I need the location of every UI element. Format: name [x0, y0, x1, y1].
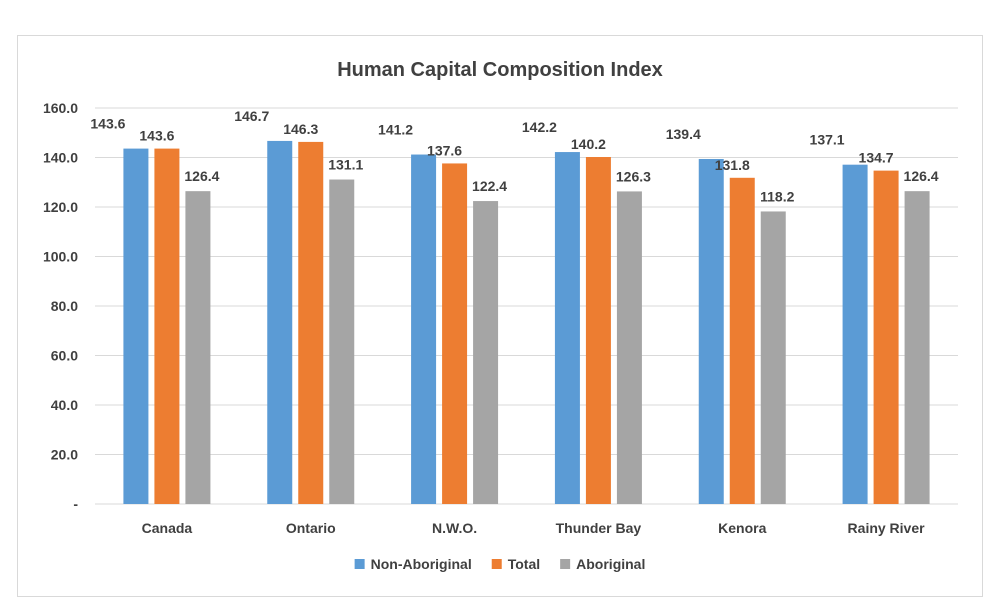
data-labels: 143.6 143.6 126.4 146.7 146.3 131.1 141.2 137.6… — [90, 108, 938, 205]
data-label: 122.4 — [472, 178, 507, 194]
data-label: 126.4 — [184, 168, 219, 184]
data-label: 137.1 — [810, 132, 845, 148]
data-label: 140.2 — [571, 136, 606, 152]
bar — [154, 148, 180, 504]
bar — [842, 164, 868, 505]
y-tick-label: 120.0 — [43, 199, 78, 215]
bar — [616, 191, 642, 504]
y-tick-label: 160.0 — [43, 100, 78, 116]
category-labels: Canada Ontario N.W.O. Thunder Bay Kenora Rain… — [142, 520, 926, 536]
y-tick-label: 100.0 — [43, 249, 78, 265]
bar — [411, 154, 437, 504]
data-label: 141.2 — [378, 122, 413, 138]
bar — [185, 191, 211, 504]
category-label: Canada — [142, 520, 193, 536]
y-tick-label: 80.0 — [51, 298, 78, 314]
category-label: Rainy River — [848, 520, 926, 536]
bar — [873, 170, 899, 504]
y-tick-label: 20.0 — [51, 447, 78, 463]
y-axis-ticks: - 20.0 40.0 60.0 80.0 100.0 120.0 140.0 160.0 — [43, 100, 78, 512]
bar — [442, 163, 468, 504]
bar — [123, 148, 149, 504]
category-label: Thunder Bay — [556, 520, 642, 536]
category-label: Ontario — [286, 520, 336, 536]
data-label: 126.3 — [616, 168, 651, 184]
bar — [267, 140, 293, 505]
category-label: Kenora — [718, 520, 766, 536]
bar — [554, 152, 580, 504]
y-tick-label: 140.0 — [43, 150, 78, 166]
category-label: N.W.O. — [432, 520, 477, 536]
data-label: 137.6 — [427, 142, 462, 158]
data-label: 131.1 — [328, 157, 363, 173]
legend-swatch — [491, 559, 502, 569]
data-label: 143.6 — [90, 116, 125, 132]
bar — [698, 158, 724, 505]
bar — [760, 211, 786, 504]
bar — [298, 141, 324, 504]
bar — [904, 191, 930, 504]
data-label: 143.6 — [139, 128, 174, 144]
data-label: 142.2 — [522, 119, 557, 135]
bars — [123, 140, 930, 505]
data-label: 139.4 — [666, 126, 701, 142]
data-label: 134.7 — [859, 150, 894, 166]
legend-label: Non-Aboriginal — [371, 556, 472, 572]
legend-swatch — [560, 559, 571, 569]
legend-label: Total — [508, 556, 540, 572]
bar — [473, 201, 499, 504]
y-tick-label: 60.0 — [51, 348, 78, 364]
legend: Non-Aboriginal Total Aboriginal — [354, 556, 645, 572]
legend-label: Aboriginal — [576, 556, 645, 572]
bar — [329, 179, 355, 504]
data-label: 146.7 — [234, 108, 269, 124]
data-label: 146.3 — [283, 121, 318, 137]
data-label: 126.4 — [904, 168, 939, 184]
legend-swatch — [354, 559, 365, 569]
chart-title: Human Capital Composition Index — [337, 59, 663, 81]
bar — [729, 177, 755, 505]
data-label: 131.8 — [715, 157, 750, 173]
y-tick-label: - — [73, 496, 78, 512]
bar — [585, 157, 611, 504]
y-tick-label: 40.0 — [51, 397, 78, 413]
gridlines — [95, 107, 958, 505]
data-label: 118.2 — [760, 188, 794, 204]
